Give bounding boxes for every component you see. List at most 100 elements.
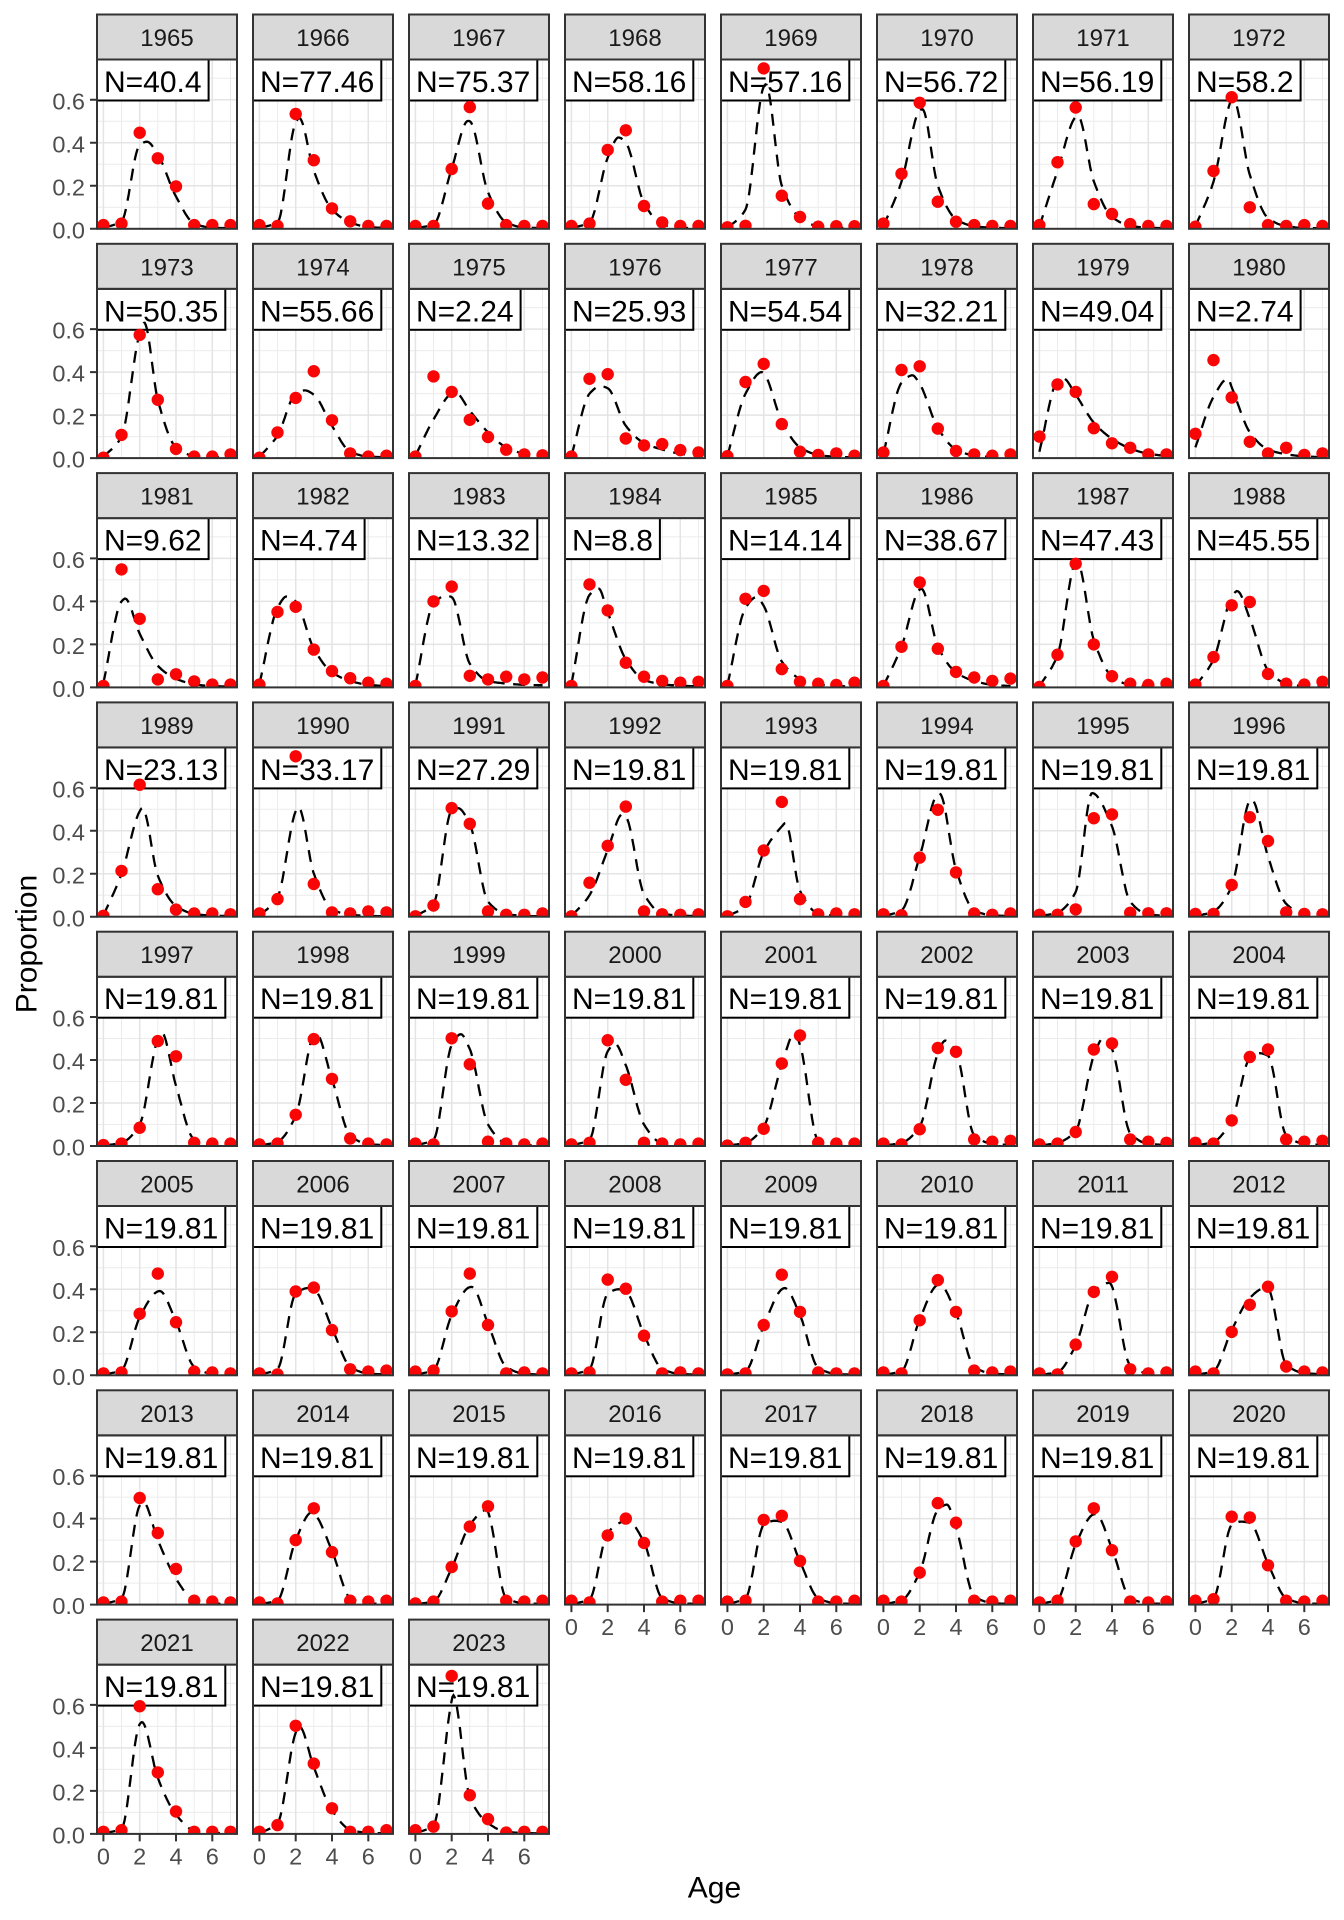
svg-text:N=2.74: N=2.74 — [1196, 295, 1294, 328]
svg-text:N=19.81: N=19.81 — [572, 1442, 686, 1475]
svg-text:1998: 1998 — [296, 942, 349, 969]
svg-text:N=19.81: N=19.81 — [104, 1671, 218, 1704]
svg-text:0.2: 0.2 — [52, 404, 85, 430]
svg-text:N=40.4: N=40.4 — [104, 66, 202, 99]
svg-text:6: 6 — [986, 1614, 999, 1640]
svg-text:2010: 2010 — [920, 1172, 973, 1199]
svg-text:0.6: 0.6 — [52, 547, 85, 573]
svg-text:2007: 2007 — [452, 1172, 505, 1199]
svg-text:N=19.81: N=19.81 — [104, 1213, 218, 1246]
svg-text:1994: 1994 — [920, 713, 973, 740]
svg-text:1992: 1992 — [608, 713, 661, 740]
svg-text:0.6: 0.6 — [52, 1464, 85, 1490]
svg-text:1966: 1966 — [296, 25, 349, 52]
svg-text:N=9.62: N=9.62 — [104, 525, 202, 558]
svg-text:1968: 1968 — [608, 25, 661, 52]
svg-text:N=19.81: N=19.81 — [884, 754, 998, 787]
svg-text:N=13.32: N=13.32 — [416, 525, 530, 558]
svg-text:N=19.81: N=19.81 — [260, 983, 374, 1016]
svg-text:2021: 2021 — [140, 1630, 193, 1657]
svg-text:1970: 1970 — [920, 25, 973, 52]
svg-text:1967: 1967 — [452, 25, 505, 52]
svg-text:N=19.81: N=19.81 — [1040, 1442, 1154, 1475]
svg-text:1969: 1969 — [764, 25, 817, 52]
svg-text:N=19.81: N=19.81 — [1040, 754, 1154, 787]
svg-text:0.2: 0.2 — [52, 1550, 85, 1576]
svg-text:2006: 2006 — [296, 1172, 349, 1199]
svg-text:N=19.81: N=19.81 — [1196, 983, 1310, 1016]
svg-text:N=33.17: N=33.17 — [260, 754, 374, 787]
svg-text:0.4: 0.4 — [52, 1049, 85, 1075]
svg-text:1989: 1989 — [140, 713, 193, 740]
svg-text:N=4.74: N=4.74 — [260, 525, 358, 558]
svg-text:N=19.81: N=19.81 — [1196, 1213, 1310, 1246]
svg-text:2: 2 — [445, 1843, 458, 1869]
svg-text:0: 0 — [1189, 1614, 1202, 1640]
svg-text:0.0: 0.0 — [52, 905, 85, 931]
svg-text:1965: 1965 — [140, 25, 193, 52]
svg-text:1982: 1982 — [296, 484, 349, 511]
svg-text:2001: 2001 — [764, 942, 817, 969]
svg-text:N=77.46: N=77.46 — [260, 66, 374, 99]
svg-text:2004: 2004 — [1232, 942, 1285, 969]
svg-text:2: 2 — [1225, 1614, 1238, 1640]
svg-text:N=8.8: N=8.8 — [572, 525, 653, 558]
svg-text:0.2: 0.2 — [52, 1092, 85, 1118]
svg-text:0.4: 0.4 — [52, 131, 85, 157]
svg-text:N=49.04: N=49.04 — [1040, 295, 1154, 328]
svg-text:6: 6 — [518, 1843, 531, 1869]
svg-text:1977: 1977 — [764, 254, 817, 281]
svg-text:1974: 1974 — [296, 254, 349, 281]
svg-text:N=19.81: N=19.81 — [260, 1442, 374, 1475]
svg-text:2: 2 — [913, 1614, 926, 1640]
svg-text:N=19.81: N=19.81 — [416, 1671, 530, 1704]
svg-text:0.4: 0.4 — [52, 590, 85, 616]
svg-text:4: 4 — [1261, 1614, 1274, 1640]
svg-text:0.6: 0.6 — [52, 88, 85, 114]
svg-text:0.0: 0.0 — [52, 676, 85, 702]
svg-text:N=56.72: N=56.72 — [884, 66, 998, 99]
svg-text:2016: 2016 — [608, 1401, 661, 1428]
svg-text:2: 2 — [289, 1843, 302, 1869]
svg-text:1988: 1988 — [1232, 484, 1285, 511]
svg-text:N=54.54: N=54.54 — [728, 295, 842, 328]
svg-text:2000: 2000 — [608, 942, 661, 969]
svg-text:6: 6 — [1142, 1614, 1155, 1640]
svg-text:2008: 2008 — [608, 1172, 661, 1199]
svg-text:N=19.81: N=19.81 — [1040, 983, 1154, 1016]
svg-text:2: 2 — [601, 1614, 614, 1640]
svg-text:2: 2 — [1069, 1614, 1082, 1640]
svg-text:0: 0 — [253, 1843, 266, 1869]
svg-text:1993: 1993 — [764, 713, 817, 740]
svg-text:N=19.81: N=19.81 — [260, 1671, 374, 1704]
svg-text:N=19.81: N=19.81 — [260, 1213, 374, 1246]
svg-text:N=19.81: N=19.81 — [416, 983, 530, 1016]
svg-text:0.0: 0.0 — [52, 1823, 85, 1849]
svg-text:2022: 2022 — [296, 1630, 349, 1657]
svg-text:0: 0 — [877, 1614, 890, 1640]
svg-text:4: 4 — [1105, 1614, 1118, 1640]
svg-text:1995: 1995 — [1076, 713, 1129, 740]
svg-text:N=19.81: N=19.81 — [1196, 1442, 1310, 1475]
svg-text:N=19.81: N=19.81 — [728, 1213, 842, 1246]
svg-text:0.4: 0.4 — [52, 1507, 85, 1533]
svg-text:6: 6 — [362, 1843, 375, 1869]
svg-text:N=19.81: N=19.81 — [884, 983, 998, 1016]
svg-text:0: 0 — [409, 1843, 422, 1869]
svg-text:4: 4 — [169, 1843, 182, 1869]
svg-text:2020: 2020 — [1232, 1401, 1285, 1428]
svg-text:N=19.81: N=19.81 — [104, 1442, 218, 1475]
svg-text:N=19.81: N=19.81 — [1196, 754, 1310, 787]
svg-text:N=19.81: N=19.81 — [728, 983, 842, 1016]
svg-text:0.2: 0.2 — [52, 174, 85, 200]
svg-text:2011: 2011 — [1077, 1172, 1129, 1199]
svg-text:2: 2 — [757, 1614, 770, 1640]
svg-text:2023: 2023 — [452, 1630, 505, 1657]
svg-text:1990: 1990 — [296, 713, 349, 740]
svg-text:N=19.81: N=19.81 — [416, 1213, 530, 1246]
svg-text:N=45.55: N=45.55 — [1196, 525, 1310, 558]
svg-text:N=19.81: N=19.81 — [728, 754, 842, 787]
svg-text:1973: 1973 — [140, 254, 193, 281]
svg-text:6: 6 — [830, 1614, 843, 1640]
svg-text:6: 6 — [1298, 1614, 1311, 1640]
